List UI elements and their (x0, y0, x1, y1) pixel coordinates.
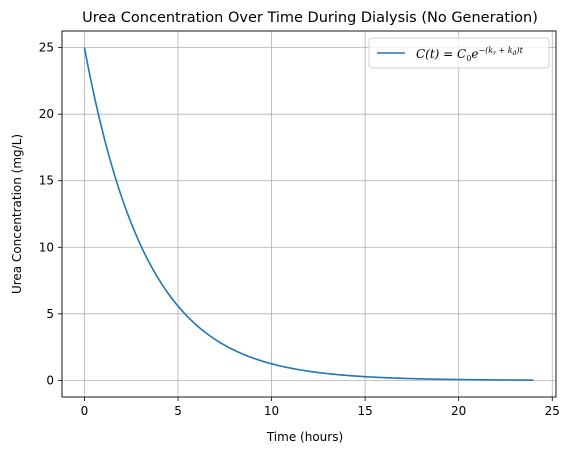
x-tick-label: 10 (264, 404, 279, 418)
x-tick-label: 5 (174, 404, 182, 418)
y-tick-label: 10 (39, 240, 54, 254)
x-axis: 0 5 10 15 20 25 (81, 397, 560, 418)
legend-box (368, 37, 550, 69)
plot-area (61, 30, 557, 398)
y-tick-label: 0 (46, 373, 54, 387)
y-axis-label: Urea Concentration (mg/L) (10, 134, 24, 294)
y-tick-label: 20 (39, 107, 54, 121)
y-tick-label: 15 (39, 174, 54, 188)
series-line (83, 47, 534, 381)
x-axis-label: Time (hours) (266, 430, 343, 444)
x-tick-label: 0 (81, 404, 89, 418)
x-tick-label: 20 (451, 404, 466, 418)
y-tick-label: 25 (39, 41, 54, 55)
legend-label: C(t) = C0e−(kr + kd)t (416, 46, 524, 63)
legend: C(t) = C0e−(kr + kd)t (368, 37, 550, 69)
x-tick-label: 25 (545, 404, 560, 418)
chart-title: Urea Concentration Over Time During Dial… (82, 10, 538, 26)
y-tick-label: 5 (46, 307, 54, 321)
grid (62, 31, 556, 397)
x-tick-label: 15 (357, 404, 372, 418)
y-axis: 0 5 10 15 20 25 (39, 41, 62, 387)
